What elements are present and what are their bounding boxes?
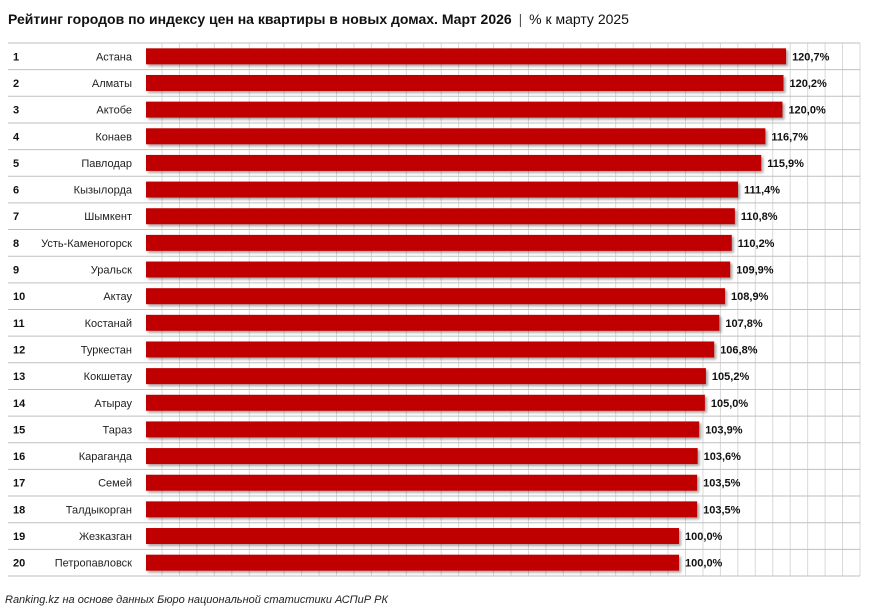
rank-label: 2 <box>13 78 19 90</box>
category-label: Уральск <box>91 265 132 277</box>
rank-label: 10 <box>13 291 25 303</box>
rank-label: 12 <box>13 344 25 356</box>
bar <box>146 314 720 331</box>
bar <box>146 128 766 145</box>
rank-label: 3 <box>13 105 19 117</box>
category-label: Талдыкорган <box>66 504 132 516</box>
data-label: 103,5% <box>703 504 741 516</box>
category-label: Петропавловск <box>55 558 132 570</box>
category-label: Туркестан <box>81 344 132 356</box>
data-label: 103,9% <box>705 424 743 436</box>
data-label: 105,0% <box>711 398 749 410</box>
category-label: Кызылорда <box>74 185 133 197</box>
data-label: 100,0% <box>685 558 723 570</box>
chart-title-main: Рейтинг городов по индексу цен на кварти… <box>8 11 512 27</box>
category-label: Конаев <box>95 131 132 143</box>
category-label: Усть-Каменогорск <box>41 238 132 250</box>
rank-label: 4 <box>13 131 20 143</box>
chart-title: Рейтинг городов по индексу цен на кварти… <box>8 11 629 27</box>
data-label: 103,6% <box>704 451 742 463</box>
data-label: 109,9% <box>736 265 774 277</box>
data-label: 116,7% <box>771 131 808 143</box>
data-label: 120,7% <box>792 51 830 63</box>
bar <box>146 528 680 545</box>
rank-label: 20 <box>13 558 25 570</box>
data-label: 103,5% <box>703 478 741 490</box>
bar <box>146 181 738 198</box>
bar <box>146 234 732 251</box>
rank-label: 7 <box>13 211 19 223</box>
category-label: Кокшетау <box>84 371 133 383</box>
chart-title-separator: | <box>518 11 523 27</box>
category-label: Тараз <box>103 424 133 436</box>
bar <box>146 74 784 91</box>
bar <box>146 501 698 518</box>
category-label: Астана <box>96 51 133 63</box>
category-label: Актобе <box>96 105 132 117</box>
data-label: 105,2% <box>712 371 750 383</box>
rank-label: 11 <box>13 318 25 330</box>
bar <box>146 474 698 491</box>
rank-label: 16 <box>13 451 25 463</box>
rank-label: 5 <box>13 158 19 170</box>
rank-label: 14 <box>13 398 26 410</box>
data-label: 100,0% <box>685 531 723 543</box>
data-label: 110,8% <box>741 211 778 223</box>
data-label: 106,8% <box>720 344 758 356</box>
category-label: Алматы <box>92 78 132 90</box>
category-label: Актау <box>103 291 132 303</box>
chart-rows: 1 Астана 120,7% 2 Алматы 120,2% 3 Актобе 120,0% 4… <box>8 42 860 577</box>
category-label: Жезказган <box>79 531 132 543</box>
category-label: Караганда <box>79 451 133 463</box>
rank-label: 8 <box>13 238 19 250</box>
rank-label: 18 <box>13 504 25 516</box>
rank-label: 9 <box>13 265 19 277</box>
bar <box>146 48 787 65</box>
data-label: 120,2% <box>789 78 827 90</box>
rank-label: 17 <box>13 478 25 490</box>
chart-title-subtitle: % к марту 2025 <box>529 11 629 27</box>
data-label: 115,9% <box>767 158 804 170</box>
bar <box>146 448 698 465</box>
category-label: Атырау <box>94 398 132 410</box>
bar <box>146 368 706 385</box>
rank-label: 19 <box>13 531 25 543</box>
rank-label: 1 <box>13 51 19 63</box>
source-note: Ranking.kz на основе данных Бюро национа… <box>5 594 388 606</box>
bar <box>146 261 731 278</box>
rank-label: 13 <box>13 371 25 383</box>
data-label: 120,0% <box>788 105 826 117</box>
rank-label: 15 <box>13 424 25 436</box>
category-label: Павлодар <box>81 158 132 170</box>
data-label: 110,2% <box>738 238 775 250</box>
data-label: 111,4% <box>744 185 780 197</box>
bar <box>146 154 762 171</box>
category-label: Костанай <box>85 318 132 330</box>
data-label: 108,9% <box>731 291 769 303</box>
bar <box>146 421 700 438</box>
bar <box>146 288 726 305</box>
bar <box>146 554 680 571</box>
bar <box>146 341 715 358</box>
data-label: 107,8% <box>725 318 763 330</box>
bar <box>146 394 705 411</box>
bar <box>146 208 735 225</box>
rank-label: 6 <box>13 185 19 197</box>
category-label: Семей <box>98 478 132 490</box>
bar <box>146 101 783 118</box>
category-label: Шымкент <box>84 211 132 223</box>
